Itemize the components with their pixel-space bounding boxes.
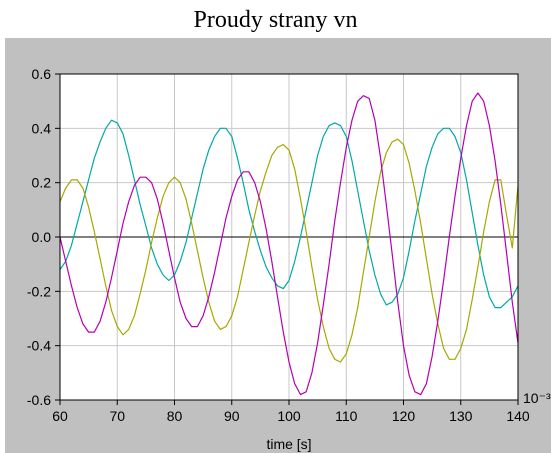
y-tick-label: 0.0 [32,229,52,245]
x-tick-label: 60 [52,408,68,424]
y-tick-label: -0.2 [27,283,51,299]
y-tick-label: 0.2 [32,175,52,191]
y-tick-label: -0.4 [27,338,51,354]
series-line-1 [59,119,519,309]
y-tick-label: -0.6 [27,392,51,408]
x-tick-label: 110 [335,408,358,424]
x-tick-label: 80 [167,408,183,424]
x-tick-label: 120 [392,408,416,424]
x-tick-label: 70 [109,408,125,424]
series-layer [59,92,519,396]
y-tick-label: 0.6 [32,66,52,82]
x-tick-label: 130 [449,408,473,424]
chart-title: Proudy strany vn [193,7,358,33]
x-axis-scale-note: 10⁻³ [523,390,551,406]
series-line-3 [59,92,519,396]
x-tick-label: 140 [506,408,530,424]
y-tick-label: 0.4 [32,120,52,136]
x-axis-label: time [s] [266,436,311,452]
series-line-2 [59,138,519,363]
x-tick-label: 90 [224,408,240,424]
x-tick-label: 100 [277,408,301,424]
x-axis: 60 70 80 90 100 110 120 130 140 [52,400,530,424]
y-axis: 0.6 0.4 0.2 0.0 -0.2 -0.4 -0.6 [27,66,60,408]
